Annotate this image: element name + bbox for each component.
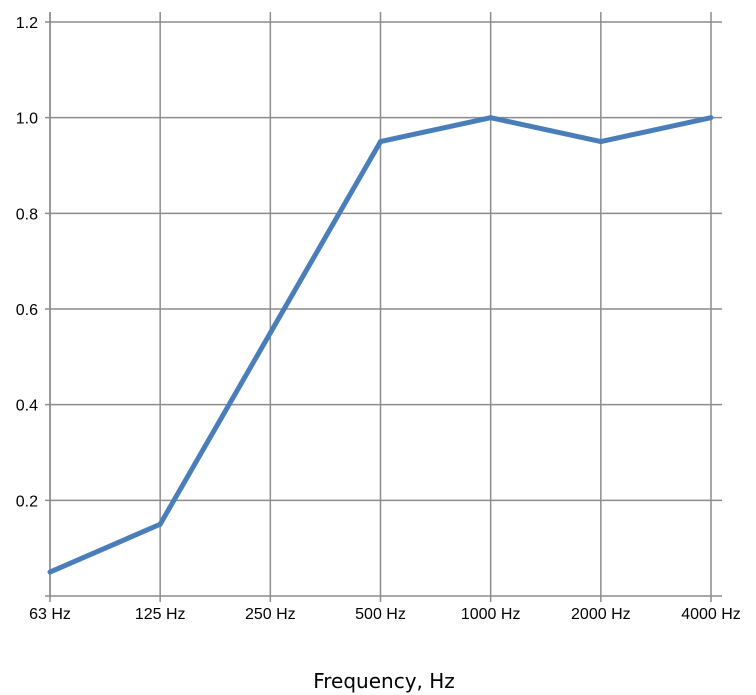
data-point <box>267 330 273 336</box>
x-tick-label: 1000 Hz <box>461 606 521 623</box>
y-tick-label: 1.2 <box>16 15 38 32</box>
data-point <box>708 115 714 121</box>
y-tick-label: 0.6 <box>16 302 38 319</box>
grid <box>45 12 722 602</box>
y-axis-ticks: 0.2 0.4 0.6 0.8 1.0 1.2 <box>16 15 38 510</box>
y-tick-label: 0.4 <box>16 398 38 415</box>
y-tick-label: 0.2 <box>16 493 38 510</box>
data-point <box>157 521 163 527</box>
x-tick-label: 2000 Hz <box>571 606 631 623</box>
series-layer <box>47 115 714 575</box>
x-axis-title: Frequency, Hz <box>313 669 455 693</box>
y-tick-label: 0.8 <box>16 206 38 223</box>
data-point <box>488 115 494 121</box>
data-point <box>378 139 383 145</box>
y-tick-label: 1.0 <box>16 111 38 128</box>
data-point <box>598 139 604 145</box>
x-tick-label: 63 Hz <box>29 606 71 623</box>
x-tick-label: 125 Hz <box>135 606 186 623</box>
x-tick-label: 4000 Hz <box>681 606 741 623</box>
x-tick-label: 250 Hz <box>245 606 296 623</box>
x-tick-label: 500 Hz <box>355 606 406 623</box>
x-axis-ticks: 63 Hz 125 Hz 250 Hz 500 Hz 1000 Hz 2000 Hz 400… <box>29 606 741 623</box>
data-point <box>47 569 53 575</box>
